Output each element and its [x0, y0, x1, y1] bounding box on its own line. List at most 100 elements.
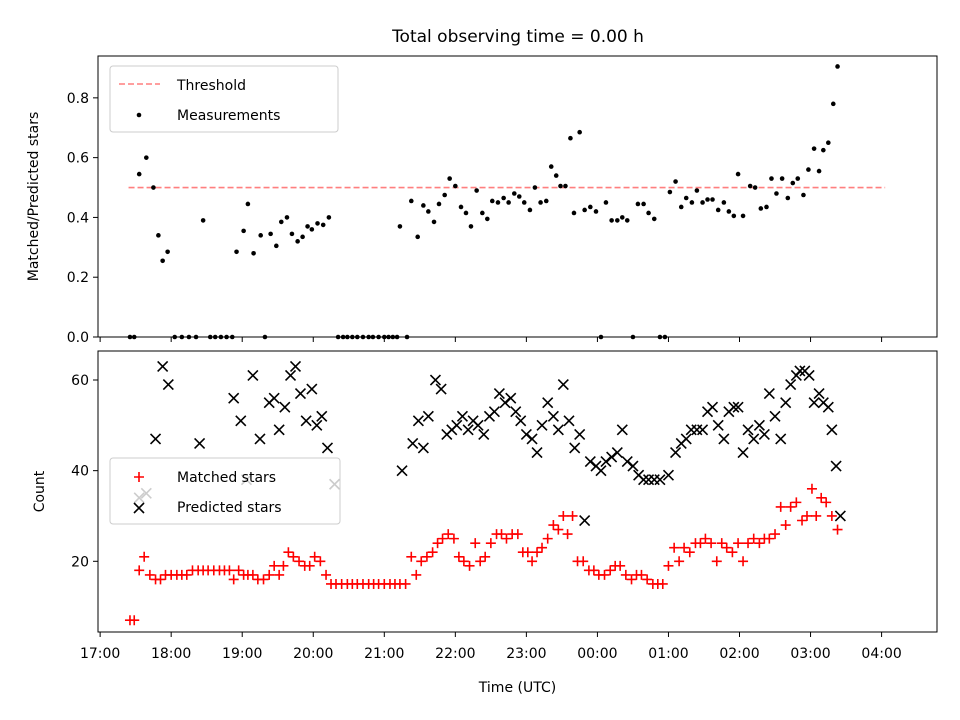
measurement-point: [705, 197, 710, 202]
matched-star-point: [485, 538, 496, 549]
matched-star-point: [315, 556, 326, 567]
matched-star-point: [727, 547, 738, 558]
matched-star-point: [558, 510, 569, 521]
measurement-point: [700, 200, 705, 205]
matched-star-point: [775, 501, 786, 512]
matched-star-point: [278, 560, 289, 571]
ratio-legend: Threshold Measurements: [109, 65, 339, 133]
y-tick-label: 0.6: [67, 151, 89, 167]
measurement-point: [207, 334, 213, 340]
predicted-star-point: [247, 369, 259, 382]
predicted-star-point: [552, 424, 564, 436]
matched-star-point: [764, 533, 775, 544]
y-tick-label: 0.4: [67, 210, 89, 226]
measurement-point: [609, 218, 614, 223]
predicted-star-point: [499, 397, 511, 409]
measurement-point: [394, 334, 400, 340]
measurement-point: [641, 201, 646, 207]
y-tick-label: 20: [71, 554, 89, 570]
predicted-star-point: [429, 374, 442, 386]
matched-star-point: [642, 574, 653, 585]
measurement-point: [747, 183, 753, 189]
y-tick-label: 0.2: [67, 270, 89, 286]
matched-star-point: [743, 538, 754, 549]
measurement-point: [726, 209, 732, 214]
measurement-point: [710, 197, 715, 202]
measurement-point: [795, 176, 801, 181]
measurement-point: [715, 207, 721, 213]
measurement-point: [651, 216, 657, 222]
predicted-star-point: [595, 465, 607, 477]
matched-star-point: [620, 569, 631, 580]
predicted-star-point: [456, 410, 469, 422]
predicted-star-point: [654, 474, 666, 486]
matched-star-point: [247, 569, 258, 580]
measurement-point: [485, 216, 490, 222]
measurement-point: [268, 231, 273, 237]
measurement-point: [436, 201, 442, 207]
measurement-point: [408, 198, 414, 204]
legend-predicted-label: Predicted stars: [177, 500, 282, 516]
measurement-point: [646, 210, 651, 216]
matched-star-point: [532, 547, 543, 558]
matched-star-point: [411, 569, 422, 580]
measurement-point: [241, 228, 246, 234]
measurement-point: [151, 185, 156, 190]
measurement-point: [386, 334, 391, 340]
predicted-star-point: [531, 446, 543, 459]
matched-star-point: [443, 529, 454, 540]
measurement-point: [156, 233, 161, 238]
measurement-point: [835, 64, 840, 69]
measurement-point: [516, 194, 522, 199]
measurement-point: [376, 334, 381, 340]
predicted-star-point: [462, 424, 474, 436]
measurement-point: [480, 210, 485, 216]
measurement-point: [453, 183, 458, 189]
matched-star-point: [321, 569, 332, 580]
measurement-point: [683, 195, 689, 201]
measurement-point: [821, 147, 826, 153]
measurement-point: [218, 334, 224, 340]
measurement-point: [598, 334, 604, 340]
matched-star-point: [716, 538, 727, 549]
measurement-point: [458, 204, 464, 210]
legend-predicted-marker: [133, 502, 145, 514]
measurement-point: [350, 334, 355, 340]
predicted-star-point: [728, 401, 740, 413]
predicted-star-point: [616, 424, 628, 436]
predicted-star-point: [803, 369, 815, 382]
predicted-star-point: [732, 401, 744, 413]
predicted-star-point: [830, 460, 842, 472]
predicted-star-point: [321, 442, 334, 454]
matched-star-point: [453, 551, 464, 562]
predicted-star-point: [600, 456, 612, 468]
matched-star-point: [522, 547, 533, 558]
matched-star-point: [448, 533, 459, 544]
matched-star-point: [733, 538, 744, 549]
x-axis-label: Time (UTC): [478, 680, 556, 696]
measurement-point: [258, 233, 263, 238]
measurement-point: [397, 224, 403, 229]
matched-star-point: [155, 574, 166, 585]
x-tick-label: 01:00: [648, 646, 688, 662]
x-tick-label: 18:00: [151, 646, 191, 662]
matched-star-point: [233, 565, 244, 576]
matched-star-point: [283, 547, 294, 558]
count-legend: Matched stars Predicted stars: [109, 457, 341, 525]
x-tick-label: 23:00: [506, 646, 546, 662]
measurement-point: [335, 334, 341, 340]
predicted-star-point: [407, 437, 419, 450]
measurement-point: [635, 201, 641, 207]
x-tick-label: 21:00: [364, 646, 404, 662]
measurement-point: [740, 213, 746, 219]
predicted-star-point: [706, 401, 719, 413]
measurement-point: [200, 218, 206, 223]
matched-star-point: [615, 560, 626, 571]
measurement-point: [165, 249, 170, 255]
matched-star-point: [801, 510, 812, 521]
measurement-point: [548, 164, 554, 169]
measurement-point: [474, 188, 479, 193]
predicted-star-point: [808, 397, 820, 409]
predicted-star-point: [279, 401, 291, 413]
measurement-point: [251, 250, 256, 256]
